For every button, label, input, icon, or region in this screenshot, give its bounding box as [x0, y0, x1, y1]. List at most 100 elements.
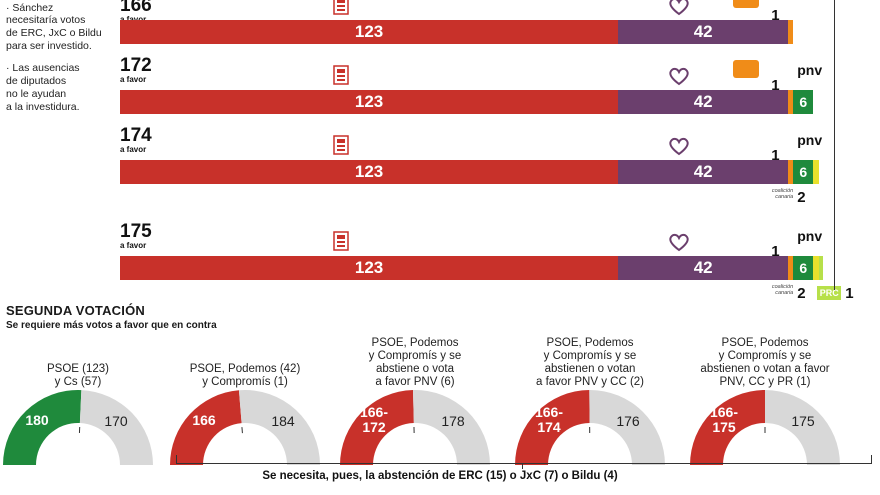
gauge-caption-line: a favor PNV y CC (2)	[536, 376, 644, 388]
row-sub: a favor	[120, 241, 147, 250]
gauge-caption-line: y Cs (57)	[54, 376, 102, 388]
pnv-logo-label: pnv	[797, 132, 823, 148]
pnv-logo-label: pnv	[797, 228, 823, 244]
gauge-caption-line: abstienen o votan	[544, 363, 636, 375]
note-line: de diputados	[6, 75, 67, 87]
gauge-caption-line: PNV, CC y PR (1)	[719, 376, 811, 388]
podemos-logo-icon	[668, 66, 690, 86]
bar-pnv: 6	[793, 256, 814, 280]
gauge-2	[170, 390, 320, 465]
gauge-contra-value: 176	[616, 413, 640, 429]
bar-prc	[819, 256, 824, 280]
bar-psoe: 123	[120, 20, 619, 44]
podemos-logo-icon	[668, 136, 690, 156]
cc-logo-label: coalición canaria	[771, 284, 794, 296]
psoe-logo-icon	[333, 0, 349, 16]
gauge-favor-arc	[170, 390, 242, 465]
section-subtitle: Se requiere más votos a favor que en con…	[6, 320, 217, 331]
gauge-1	[3, 390, 153, 465]
compromis-seats: 1	[771, 7, 780, 24]
psoe-logo-icon	[333, 64, 349, 86]
gauge-caption-line: y Compromís (1)	[202, 376, 288, 388]
gauge-favor-value: 180	[25, 412, 49, 428]
bar-podemos: 42	[618, 256, 789, 280]
podemos-logo-icon	[668, 232, 690, 252]
bar-cc	[813, 160, 820, 184]
psoe-logo-icon	[333, 230, 349, 252]
bar-pnv: 6	[793, 90, 814, 114]
gauge-caption-line: PSOE, Podemos	[721, 337, 809, 349]
gauge-caption-line: abstienen o votan a favor	[700, 363, 830, 375]
footer-text: Se necesita, pues, la abstención de ERC …	[262, 470, 618, 482]
gauge-contra-arc	[412, 390, 490, 465]
row-total: 174	[120, 125, 152, 146]
compromis-seats: 1	[771, 243, 780, 260]
row-total: 166	[120, 0, 152, 16]
note-line: a la investidura.	[6, 101, 80, 113]
gauge-caption-line: PSOE, Podemos	[371, 337, 459, 349]
gauge-contra-arc	[765, 390, 840, 465]
gauge-contra-arc	[238, 390, 320, 465]
bar-podemos: 42	[618, 20, 789, 44]
gauge-favor-value: 166- 172	[359, 404, 389, 435]
footer-bracket-tick	[522, 463, 523, 469]
section-title: SEGUNDA VOTACIÓN	[6, 303, 145, 318]
prc-logo-label: PRC	[817, 286, 842, 300]
note-line: · Sánchez	[6, 2, 54, 14]
bar-psoe: 123	[120, 90, 619, 114]
gauge-contra-arc	[589, 390, 665, 465]
bar-podemos: 42	[618, 90, 789, 114]
gauge-caption-line: a favor PNV (6)	[375, 376, 455, 388]
compromis-logo-icon	[733, 0, 760, 8]
note-line: · Las ausencias	[6, 62, 80, 74]
compromis-seats: 1	[771, 147, 780, 164]
gauge-4	[515, 390, 665, 465]
right-connector	[834, 0, 835, 290]
podemos-logo-icon	[668, 0, 690, 16]
gauge-contra-value: 178	[441, 413, 465, 429]
gauge-favor-value: 166	[192, 412, 216, 428]
pnv-logo-label: pnv	[797, 62, 823, 78]
note-line: necesitaría votos	[6, 14, 86, 26]
row-sub: a favor	[120, 145, 147, 154]
gauge-favor-arc	[690, 390, 765, 465]
prc-seats: 1	[845, 285, 854, 302]
bar-cc	[813, 256, 820, 280]
note-line: de ERC, JxC o Bildu	[6, 27, 102, 39]
bar-compromis	[788, 90, 794, 114]
gauge-caption-line: PSOE, Podemos (42)	[189, 363, 301, 375]
gauge-favor-arc	[340, 390, 414, 465]
gauge-caption-line: y Compromís y se	[543, 350, 637, 362]
gauge-contra-value: 170	[104, 413, 128, 429]
gauge-3	[340, 390, 490, 465]
gauge-favor-value: 166- 175	[709, 404, 739, 435]
psoe-logo-icon	[333, 134, 349, 156]
note-line: no le ayudan	[6, 88, 67, 100]
gauge-favor-value: 166- 174	[534, 404, 564, 435]
bar-compromis	[788, 256, 794, 280]
row-total: 175	[120, 221, 152, 242]
bar-compromis	[788, 20, 794, 44]
gauge-contra-arc	[79, 390, 153, 465]
bar-podemos: 42	[618, 160, 789, 184]
compromis-logo-icon	[733, 60, 760, 78]
bar-compromis	[788, 160, 794, 184]
gauge-caption-line: PSOE, Podemos	[546, 337, 634, 349]
compromis-seats: 1	[771, 77, 780, 94]
gauge-favor-arc	[515, 390, 590, 465]
gauge-5	[690, 390, 840, 465]
row-sub: a favor	[120, 75, 147, 84]
note-line: para ser investido.	[6, 40, 92, 52]
gauge-caption-line: PSOE (123)	[47, 363, 109, 375]
cc-logo-label: coalición canaria	[771, 188, 794, 200]
bar-psoe: 123	[120, 256, 619, 280]
gauge-caption-line: abstiene o vota	[375, 363, 454, 375]
bar-psoe: 123	[120, 160, 619, 184]
bar-pnv: 6	[793, 160, 814, 184]
cc-seats: 2	[797, 189, 806, 206]
row-total: 172	[120, 55, 152, 76]
gauge-caption-line: y Compromís y se	[718, 350, 812, 362]
gauge-contra-value: 184	[271, 413, 295, 429]
gauge-favor-arc	[3, 390, 82, 465]
cc-seats: 2	[797, 285, 806, 302]
